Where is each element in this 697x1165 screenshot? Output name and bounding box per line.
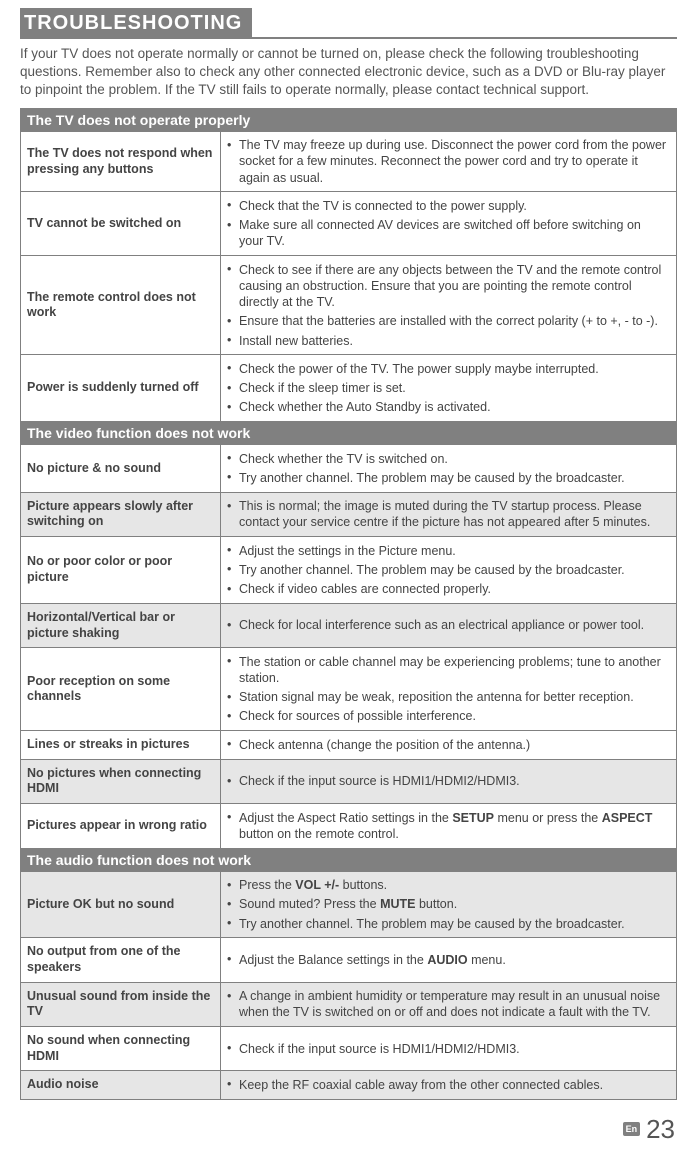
- solution-item: Check to see if there are any objects be…: [221, 260, 672, 312]
- issue-cell: No output from one of the speakers: [21, 938, 221, 982]
- solution-cell: Adjust the settings in the Picture menu.…: [221, 537, 677, 604]
- table-row: Horizontal/Vertical bar or picture shaki…: [21, 603, 677, 647]
- solution-cell: Press the VOL +/- buttons. Sound muted? …: [221, 871, 677, 938]
- solution-item: Try another channel. The problem may be …: [221, 914, 672, 933]
- section-header-label: The TV does not operate properly: [21, 108, 677, 131]
- table-row: TV cannot be switched on Check that the …: [21, 192, 677, 256]
- solution-item: Adjust the Balance settings in the AUDIO…: [221, 950, 672, 969]
- solution-cell: Check to see if there are any objects be…: [221, 256, 677, 355]
- troubleshooting-table: The TV does not operate properly The TV …: [20, 108, 677, 1100]
- issue-cell: Audio noise: [21, 1071, 221, 1100]
- solution-item: Check antenna (change the position of th…: [221, 735, 672, 754]
- table-row: No output from one of the speakers Adjus…: [21, 938, 677, 982]
- solution-item: Check for local interference such as an …: [221, 616, 672, 635]
- issue-cell: Horizontal/Vertical bar or picture shaki…: [21, 603, 221, 647]
- issue-cell: Poor reception on some channels: [21, 648, 221, 731]
- solution-cell: The station or cable channel may be expe…: [221, 648, 677, 731]
- table-row: The remote control does not work Check t…: [21, 256, 677, 355]
- table-row: Picture OK but no sound Press the VOL +/…: [21, 871, 677, 938]
- table-row: Audio noise Keep the RF coaxial cable aw…: [21, 1071, 677, 1100]
- solution-cell: Check if the input source is HDMI1/HDMI2…: [221, 759, 677, 803]
- solution-item: Check if the input source is HDMI1/HDMI2…: [221, 1039, 672, 1058]
- section-header-label: The audio function does not work: [21, 848, 677, 871]
- table-row: The TV does not respond when pressing an…: [21, 131, 677, 192]
- page-number: 23: [646, 1114, 675, 1145]
- solution-cell: This is normal; the image is muted durin…: [221, 492, 677, 537]
- solution-item: Make sure all connected AV devices are s…: [221, 216, 672, 252]
- issue-cell: No pictures when connecting HDMI: [21, 759, 221, 803]
- issue-cell: Pictures appear in wrong ratio: [21, 804, 221, 849]
- issue-cell: Picture appears slowly after switching o…: [21, 492, 221, 537]
- solution-item: Ensure that the batteries are installed …: [221, 312, 672, 331]
- table-row: Lines or streaks in pictures Check anten…: [21, 731, 677, 760]
- solution-item: Check the power of the TV. The power sup…: [221, 359, 672, 378]
- solution-item: Try another channel. The problem may be …: [221, 468, 672, 487]
- section-header: The video function does not work: [21, 422, 677, 445]
- issue-cell: Lines or streaks in pictures: [21, 731, 221, 760]
- solution-cell: Adjust the Aspect Ratio settings in the …: [221, 804, 677, 849]
- solution-item: Sound muted? Press the MUTE button.: [221, 895, 672, 914]
- title-bar: TROUBLESHOOTING: [20, 0, 677, 39]
- lang-badge: En: [623, 1122, 641, 1136]
- solution-cell: Check for local interference such as an …: [221, 603, 677, 647]
- solution-cell: Keep the RF coaxial cable away from the …: [221, 1071, 677, 1100]
- table-row: Pictures appear in wrong ratio Adjust th…: [21, 804, 677, 849]
- solution-cell: Check antenna (change the position of th…: [221, 731, 677, 760]
- section-header: The TV does not operate properly: [21, 108, 677, 131]
- table-row: Poor reception on some channels The stat…: [21, 648, 677, 731]
- solution-item: This is normal; the image is muted durin…: [221, 497, 672, 533]
- table-row: No sound when connecting HDMI Check if t…: [21, 1027, 677, 1071]
- solution-item: Check that the TV is connected to the po…: [221, 196, 672, 215]
- solution-item: Check if the sleep timer is set.: [221, 379, 672, 398]
- table-row: No pictures when connecting HDMI Check i…: [21, 759, 677, 803]
- solution-item: The station or cable channel may be expe…: [221, 652, 672, 688]
- solution-item: Install new batteries.: [221, 331, 672, 350]
- table-row: Picture appears slowly after switching o…: [21, 492, 677, 537]
- solution-item: Adjust the settings in the Picture menu.: [221, 541, 672, 560]
- footer: En 23: [20, 1100, 677, 1145]
- table-row: No picture & no sound Check whether the …: [21, 445, 677, 493]
- issue-cell: No sound when connecting HDMI: [21, 1027, 221, 1071]
- solution-item: Try another channel. The problem may be …: [221, 560, 672, 579]
- solution-cell: Check whether the TV is switched on. Try…: [221, 445, 677, 493]
- solution-item: Check for sources of possible interferen…: [221, 707, 672, 726]
- solution-item: Check whether the Auto Standby is activa…: [221, 398, 672, 417]
- page: TROUBLESHOOTING If your TV does not oper…: [0, 0, 697, 1165]
- section-header: The audio function does not work: [21, 848, 677, 871]
- table-row: No or poor color or poor picture Adjust …: [21, 537, 677, 604]
- intro-paragraph: If your TV does not operate normally or …: [20, 45, 677, 100]
- solution-item: A change in ambient humidity or temperat…: [221, 987, 672, 1023]
- issue-cell: The TV does not respond when pressing an…: [21, 131, 221, 192]
- solution-item: The TV may freeze up during use. Disconn…: [221, 136, 672, 188]
- solution-cell: The TV may freeze up during use. Disconn…: [221, 131, 677, 192]
- solution-item: Check whether the TV is switched on.: [221, 449, 672, 468]
- table-row: Unusual sound from inside the TV A chang…: [21, 982, 677, 1027]
- solution-cell: Adjust the Balance settings in the AUDIO…: [221, 938, 677, 982]
- solution-item: Press the VOL +/- buttons.: [221, 876, 672, 895]
- solution-cell: Check the power of the TV. The power sup…: [221, 355, 677, 422]
- issue-cell: No or poor color or poor picture: [21, 537, 221, 604]
- solution-item: Station signal may be weak, reposition t…: [221, 688, 672, 707]
- issue-cell: The remote control does not work: [21, 256, 221, 355]
- section-header-label: The video function does not work: [21, 422, 677, 445]
- issue-cell: TV cannot be switched on: [21, 192, 221, 256]
- solution-item: Check if the input source is HDMI1/HDMI2…: [221, 772, 672, 791]
- solution-cell: Check that the TV is connected to the po…: [221, 192, 677, 256]
- table-row: Power is suddenly turned off Check the p…: [21, 355, 677, 422]
- page-title: TROUBLESHOOTING: [20, 8, 252, 37]
- solution-item: Check if video cables are connected prop…: [221, 580, 672, 599]
- solution-cell: Check if the input source is HDMI1/HDMI2…: [221, 1027, 677, 1071]
- issue-cell: Picture OK but no sound: [21, 871, 221, 938]
- solution-item: Adjust the Aspect Ratio settings in the …: [221, 808, 672, 844]
- issue-cell: Unusual sound from inside the TV: [21, 982, 221, 1027]
- solution-cell: A change in ambient humidity or temperat…: [221, 982, 677, 1027]
- solution-item: Keep the RF coaxial cable away from the …: [221, 1075, 672, 1094]
- issue-cell: Power is suddenly turned off: [21, 355, 221, 422]
- issue-cell: No picture & no sound: [21, 445, 221, 493]
